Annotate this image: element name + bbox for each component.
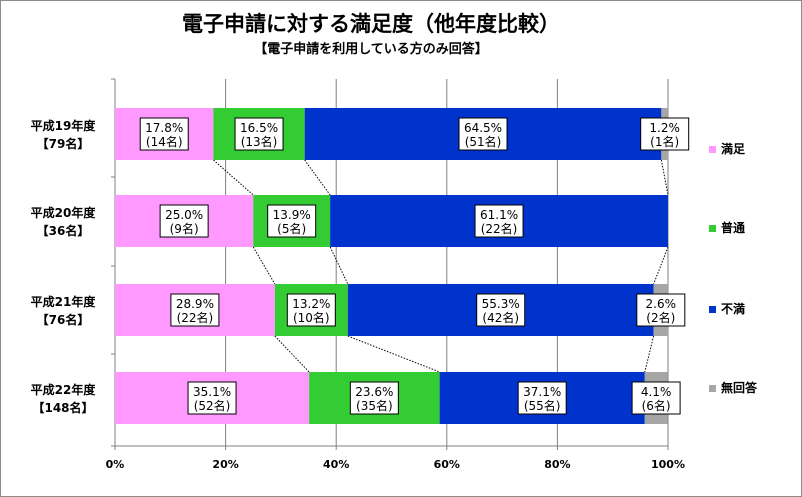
data-label-box [234, 117, 284, 151]
data-label-count: (22名) [177, 310, 214, 325]
data-label-percent: 2.6% [646, 297, 677, 311]
data-label-box [458, 117, 508, 151]
legend-swatch [709, 385, 716, 392]
chart-title: 電子申請に対する満足度（他年度比較） [182, 12, 560, 36]
category-labels: 平成19年度【79名】平成20年度【36名】平成21年度【76名】平成22年度【… [31, 118, 97, 415]
category-count-label: 【79名】 [37, 136, 90, 151]
data-label-count: (2名) [646, 310, 675, 325]
series-connector [252, 246, 276, 285]
data-label-percent: 25.0% [165, 208, 203, 222]
legend-label: 満足 [721, 141, 745, 156]
category-year-label: 平成21年度 [31, 294, 97, 309]
data-label-count: (5名) [277, 221, 306, 236]
data-label-percent: 16.5% [240, 121, 278, 135]
data-label-percent: 4.1% [641, 385, 672, 399]
data-label-count: (9名) [170, 221, 199, 236]
category-year-label: 平成22年度 [31, 382, 97, 397]
series-connector [329, 246, 349, 285]
legend-label: 不満 [721, 301, 745, 316]
data-label-percent: 64.5% [464, 121, 502, 135]
data-label-box [286, 293, 336, 327]
data-label-percent: 13.9% [273, 208, 311, 222]
data-label-percent: 1.2% [649, 121, 680, 135]
series-connector [347, 335, 440, 373]
bars [115, 108, 668, 424]
data-label-count: (1名) [650, 134, 679, 149]
data-label-count: (42名) [482, 310, 519, 325]
data-label-count: (6名) [642, 398, 671, 413]
x-axis-ticks: 0% 20% 40% 60% 80% 100% [106, 458, 685, 471]
data-label-percent: 28.9% [176, 297, 214, 311]
series-connector [653, 246, 669, 285]
data-label-count: (10名) [293, 310, 330, 325]
data-label-percent: 17.8% [145, 121, 183, 135]
category-count-label: 【36名】 [37, 223, 90, 238]
data-label-count: (14名) [146, 134, 183, 149]
legend-swatch [709, 225, 716, 232]
data-label-count: (55名) [524, 398, 561, 413]
x-tick-label: 80% [544, 458, 570, 471]
series-connector [644, 335, 655, 373]
data-label-percent: 55.3% [482, 297, 520, 311]
x-tick-label: 20% [212, 458, 238, 471]
data-label-box [159, 204, 209, 238]
data-label-count: (13名) [241, 134, 278, 149]
legend-swatch [709, 146, 716, 153]
series-lines [213, 159, 669, 373]
data-label-percent: 37.1% [523, 385, 561, 399]
x-tick-label: 40% [323, 458, 349, 471]
series-connector [274, 335, 310, 373]
series-connector [660, 159, 669, 196]
data-label-box [640, 117, 690, 151]
category-year-label: 平成19年度 [31, 118, 97, 133]
data-label-box [636, 293, 686, 327]
data-label-box [631, 381, 681, 415]
category-count-label: 【76名】 [37, 312, 90, 327]
data-label-box [474, 204, 524, 238]
data-label-count: (52名) [194, 398, 231, 413]
series-connector [213, 159, 254, 196]
category-count-label: 【148名】 [32, 400, 93, 415]
data-label-box [517, 381, 567, 415]
data-label-box [476, 293, 526, 327]
chart-subtitle: 【電子申請を利用している方のみ回答】 [254, 41, 488, 57]
category-year-label: 平成20年度 [31, 205, 97, 220]
x-tick-label: 0% [106, 458, 125, 471]
data-label-count: (35名) [356, 398, 393, 413]
data-label-count: (22名) [481, 221, 518, 236]
data-label-box [170, 293, 220, 327]
data-labels: 17.8%(14名) 16.5%(13名) 64.5%(51名) 1.2%(1名) 25… [139, 117, 690, 415]
x-tick-label: 100% [651, 458, 685, 471]
legend-label: 普通 [721, 220, 745, 235]
data-label-box [187, 381, 237, 415]
data-label-percent: 13.2% [292, 297, 330, 311]
data-label-box [139, 117, 189, 151]
x-tick-label: 60% [434, 458, 460, 471]
data-label-percent: 35.1% [193, 385, 231, 399]
data-label-percent: 23.6% [355, 385, 393, 399]
data-label-box [349, 381, 399, 415]
data-label-percent: 61.1% [480, 208, 518, 222]
data-label-box [267, 204, 317, 238]
legend-label: 無回答 [721, 380, 758, 395]
data-label-count: (51名) [465, 134, 502, 149]
series-connector [304, 159, 331, 196]
legend-swatch [709, 306, 716, 313]
